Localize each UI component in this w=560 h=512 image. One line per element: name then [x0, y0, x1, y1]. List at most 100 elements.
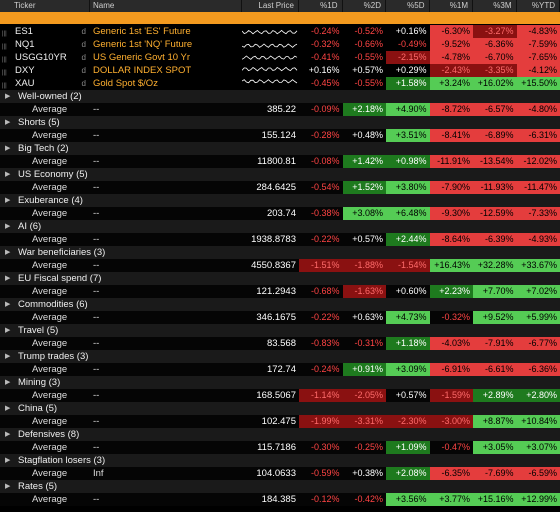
col-5d[interactable]: %5D: [386, 0, 430, 12]
security-row[interactable]: ||| XAU d Gold Spot $/Oz -0.45% -0.55% +1.58% +…: [0, 77, 560, 90]
expand-arrow-icon[interactable]: ▶: [5, 249, 11, 256]
expand-arrow-icon[interactable]: ▶: [5, 171, 11, 178]
change-d2: +0.57%: [352, 65, 383, 75]
group-average-row[interactable]: Average -- 155.124 -0.28% +0.48% +3.51% -8.41%…: [0, 129, 560, 142]
expand-arrow-icon[interactable]: ▶: [5, 327, 11, 334]
expand-arrow-icon[interactable]: ▶: [5, 483, 11, 490]
group-header[interactable]: ▶ Defensives (8): [0, 428, 560, 441]
average-name: --: [93, 260, 100, 271]
group-header[interactable]: ▶ Well-owned (2): [0, 90, 560, 103]
expand-arrow-icon[interactable]: ▶: [5, 379, 11, 386]
group-header[interactable]: ▶ Mining (3): [0, 376, 560, 389]
ticker-label: NQ1: [15, 39, 35, 50]
group-header[interactable]: ▶ Exuberance (4): [0, 194, 560, 207]
group-average-row[interactable]: Average -- 83.568 -0.83% -0.31% +1.18% -4.03% -…: [0, 337, 560, 350]
change-m1: -6.30%: [429, 25, 473, 38]
dropdown-marker-icon[interactable]: d: [81, 53, 86, 62]
group-header[interactable]: ▶ Commodities (6): [0, 298, 560, 311]
group-title: Mining (3): [18, 377, 61, 388]
dropdown-marker-icon[interactable]: d: [81, 27, 86, 36]
ticker-cell[interactable]: ||| USGG10YR d: [0, 51, 90, 64]
group-average-row[interactable]: Average -- 115.7186 -0.30% -0.25% +1.09% -0.47…: [0, 441, 560, 454]
group-header[interactable]: ▶ Travel (5): [0, 324, 560, 337]
group-average-row[interactable]: Average -- 168.5067 -1.14% -2.05% +0.57% -1.59…: [0, 389, 560, 402]
group-header[interactable]: ▶ Shorts (5): [0, 116, 560, 129]
watchlist-grid: ||| ES1 d Generic 1st 'ES' Future -0.24% -0.5…: [0, 25, 560, 506]
group-average-row[interactable]: Average -- 121.2943 -0.68% -1.63% +0.60% +2.23…: [0, 285, 560, 298]
col-1d[interactable]: %1D: [299, 0, 343, 12]
group-header[interactable]: ▶ Trump trades (3): [0, 350, 560, 363]
group-average-row[interactable]: Average -- 385.22 -0.09% +2.18% +4.90% -8.72% -…: [0, 103, 560, 116]
orange-filter-bar[interactable]: [0, 12, 560, 24]
dropdown-marker-icon[interactable]: d: [81, 40, 86, 49]
expand-arrow-icon[interactable]: ▶: [5, 145, 11, 152]
group-header[interactable]: ▶ Big Tech (2): [0, 142, 560, 155]
expand-arrow-icon[interactable]: ▶: [5, 405, 11, 412]
col-3m[interactable]: %3M: [473, 0, 517, 12]
average-price: 83.568: [266, 338, 296, 349]
ticker-cell[interactable]: ||| NQ1 d: [0, 38, 90, 51]
change-d5: +0.16%: [395, 26, 427, 36]
signal-icon: |||: [2, 70, 7, 76]
group-header[interactable]: ▶ AI (6): [0, 220, 560, 233]
ticker-cell[interactable]: ||| XAU d: [0, 77, 90, 90]
expand-arrow-icon[interactable]: ▶: [5, 275, 11, 282]
group-average-row[interactable]: Average -- 284.6425 -0.54% +1.52% +3.80% -7.90…: [0, 181, 560, 194]
expand-arrow-icon[interactable]: ▶: [5, 93, 11, 100]
expand-arrow-icon[interactable]: ▶: [5, 457, 11, 464]
security-row[interactable]: ||| DXY d DOLLAR INDEX SPOT +0.16% +0.57% +0.2…: [0, 64, 560, 77]
group-header[interactable]: ▶ China (5): [0, 402, 560, 415]
expand-arrow-icon[interactable]: ▶: [5, 431, 11, 438]
group-average-row[interactable]: Average -- 11800.81 -0.08% +1.42% +0.98% -11.9…: [0, 155, 560, 168]
group-average-row[interactable]: Average -- 102.475 -1.99% -3.31% -2.30% -3.00%…: [0, 415, 560, 428]
change-d5: +3.09%: [386, 363, 430, 376]
ticker-cell[interactable]: ||| ES1 d: [0, 25, 90, 38]
average-label: Average: [32, 208, 68, 219]
change-d2: +0.38%: [352, 468, 383, 478]
change-d1: -0.38%: [310, 208, 340, 218]
col-ytd[interactable]: %YTD: [517, 0, 560, 12]
security-row[interactable]: ||| USGG10YR d US Generic Govt 10 Yr -0.41% -…: [0, 51, 560, 64]
group-average-row[interactable]: Average -- 203.74 -0.38% +3.08% +6.48% -9.30% -…: [0, 207, 560, 220]
ticker-cell[interactable]: ||| DXY d: [0, 64, 90, 77]
dropdown-marker-icon[interactable]: d: [81, 66, 86, 75]
change-m3: -6.39%: [473, 233, 517, 246]
group-average-row[interactable]: Average -- 4550.8367 -1.51% -1.88% -1.54% +16.…: [0, 259, 560, 272]
average-label: Average: [32, 390, 68, 401]
change-m3: -3.27%: [473, 25, 517, 38]
expand-arrow-icon[interactable]: ▶: [5, 301, 11, 308]
col-ticker[interactable]: Ticker: [0, 0, 90, 12]
change-d1: -0.41%: [310, 52, 340, 62]
group-header[interactable]: ▶ EU Fiscal spend (7): [0, 272, 560, 285]
expand-arrow-icon[interactable]: ▶: [5, 223, 11, 230]
col-last-price[interactable]: Last Price: [242, 0, 299, 12]
group-average-row[interactable]: Average Inf 104.0633 -0.59% +0.38% +2.08% -6.3…: [0, 467, 560, 480]
group-header[interactable]: ▶ War beneficiaries (3): [0, 246, 560, 259]
security-row[interactable]: ||| NQ1 d Generic 1st 'NQ' Future -0.32% -0.6…: [0, 38, 560, 51]
group-header[interactable]: ▶ Rates (5): [0, 480, 560, 493]
expand-arrow-icon[interactable]: ▶: [5, 197, 11, 204]
security-row[interactable]: ||| ES1 d Generic 1st 'ES' Future -0.24% -0.5…: [0, 25, 560, 38]
change-d1: +0.16%: [308, 65, 340, 75]
expand-arrow-icon[interactable]: ▶: [5, 119, 11, 126]
change-m3: -7.91%: [473, 337, 517, 350]
col-2d[interactable]: %2D: [343, 0, 386, 12]
group-title: War beneficiaries (3): [18, 247, 106, 258]
change-ytd: -4.83%: [516, 25, 560, 38]
group-average-row[interactable]: Average -- 1938.8783 -0.22% +0.57% +2.44% -8.6…: [0, 233, 560, 246]
group-header[interactable]: ▶ Stagflation losers (3): [0, 454, 560, 467]
col-1m[interactable]: %1M: [430, 0, 473, 12]
col-name[interactable]: Name: [90, 0, 242, 12]
expand-arrow-icon[interactable]: ▶: [5, 353, 11, 360]
change-d2: -2.05%: [342, 389, 386, 402]
change-m3: -7.69%: [473, 467, 517, 480]
group-average-row[interactable]: Average -- 172.74 -0.24% +0.91% +3.09% -6.91% -…: [0, 363, 560, 376]
group-average-row[interactable]: Average -- 346.1675 -0.22% +0.63% +4.73% -0.32…: [0, 311, 560, 324]
average-label: Average: [32, 234, 68, 245]
dropdown-marker-icon[interactable]: d: [81, 79, 86, 88]
group-title: Trump trades (3): [18, 351, 89, 362]
change-d1: -0.09%: [310, 104, 340, 114]
group-average-row[interactable]: Average -- 184.385 -0.12% -0.42% +3.56% +3.77%…: [0, 493, 560, 506]
change-d5: +0.29%: [395, 65, 427, 75]
group-header[interactable]: ▶ US Economy (5): [0, 168, 560, 181]
